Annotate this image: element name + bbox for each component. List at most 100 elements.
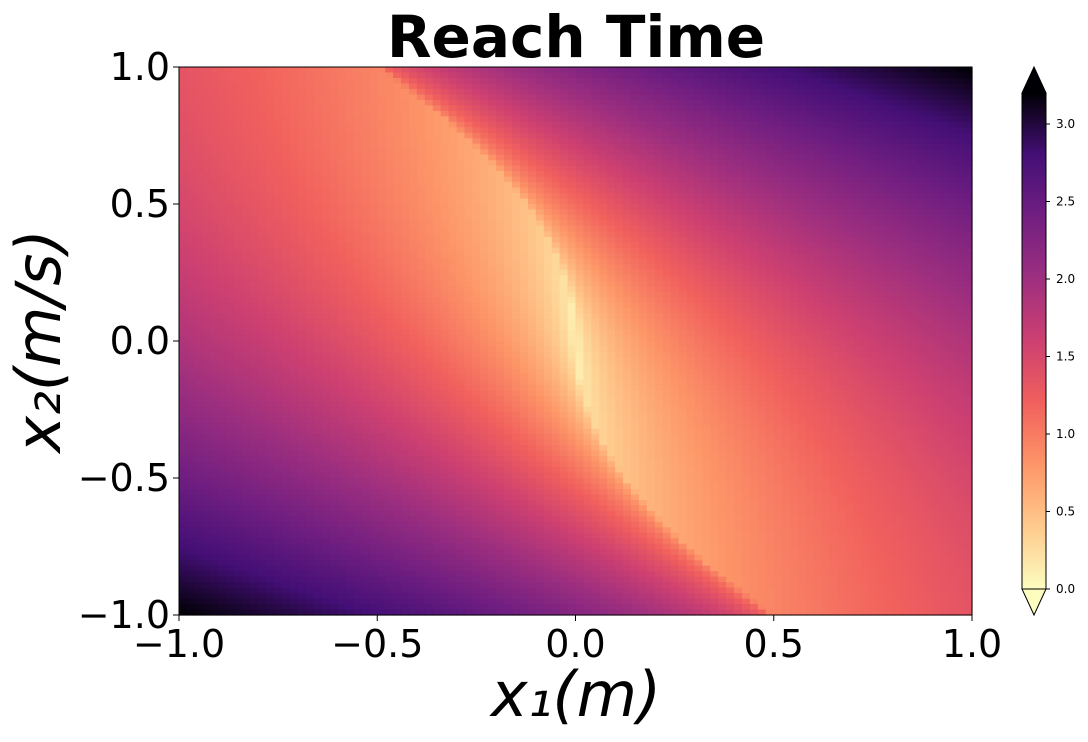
heatmap-cell bbox=[297, 324, 307, 331]
heatmap-cell bbox=[226, 269, 236, 276]
heatmap-cell bbox=[202, 242, 212, 249]
heatmap-cell bbox=[496, 390, 505, 397]
heatmap-cell bbox=[440, 313, 450, 320]
heatmap-cell bbox=[424, 423, 434, 430]
heatmap-cell bbox=[567, 456, 577, 463]
heatmap-cell bbox=[194, 77, 204, 85]
heatmap-cell bbox=[266, 483, 275, 490]
heatmap-cell bbox=[504, 77, 513, 85]
heatmap-cell bbox=[202, 193, 212, 200]
heatmap-cell bbox=[543, 280, 553, 287]
heatmap-cell bbox=[480, 434, 489, 441]
heatmap-cell bbox=[472, 204, 481, 211]
heatmap-cell bbox=[504, 269, 513, 276]
heatmap-cell bbox=[337, 105, 347, 112]
heatmap-cell bbox=[512, 483, 521, 490]
heatmap-cell bbox=[274, 330, 283, 337]
heatmap-cell bbox=[535, 384, 545, 391]
heatmap-cell bbox=[186, 313, 196, 320]
heatmap-cell bbox=[290, 72, 299, 79]
heatmap-cell bbox=[408, 488, 418, 496]
heatmap-cell bbox=[393, 609, 402, 616]
heatmap-cell bbox=[321, 554, 331, 561]
heatmap-cell bbox=[297, 450, 307, 457]
heatmap-cell bbox=[456, 236, 466, 243]
heatmap-cell bbox=[456, 423, 466, 430]
heatmap-cell bbox=[274, 565, 283, 572]
heatmap-cell bbox=[361, 434, 370, 441]
heatmap-cell bbox=[290, 560, 299, 567]
heatmap-cell bbox=[242, 527, 251, 534]
heatmap-cell bbox=[401, 472, 410, 479]
heatmap-cell bbox=[408, 565, 418, 572]
heatmap-cell bbox=[361, 319, 370, 326]
heatmap-cell bbox=[202, 302, 212, 309]
heatmap-cell bbox=[321, 225, 331, 232]
heatmap-cell bbox=[504, 335, 513, 342]
heatmap-cell bbox=[448, 313, 458, 320]
heatmap-cell bbox=[535, 505, 545, 512]
heatmap-cell bbox=[361, 467, 370, 474]
heatmap-cell bbox=[464, 499, 474, 506]
heatmap-cell bbox=[186, 467, 196, 474]
heatmap-cell bbox=[321, 434, 331, 441]
heatmap-cell bbox=[551, 582, 561, 589]
heatmap-cell bbox=[393, 576, 402, 583]
heatmap-cell bbox=[496, 516, 505, 523]
heatmap-cell bbox=[337, 297, 347, 304]
heatmap-cell bbox=[258, 275, 267, 282]
heatmap-cell bbox=[290, 434, 299, 441]
heatmap-cell bbox=[377, 88, 386, 95]
heatmap-cell bbox=[290, 127, 299, 134]
heatmap-cell bbox=[353, 143, 362, 150]
heatmap-cell bbox=[424, 193, 434, 200]
heatmap-cell bbox=[186, 220, 196, 227]
heatmap-cell bbox=[416, 324, 426, 331]
heatmap-cell bbox=[401, 105, 410, 112]
heatmap-cell bbox=[329, 319, 339, 326]
heatmap-cell bbox=[551, 395, 561, 402]
heatmap-cell bbox=[480, 94, 489, 101]
heatmap-cell bbox=[559, 346, 569, 353]
heatmap-cell bbox=[480, 335, 489, 342]
heatmap-cell bbox=[377, 143, 386, 150]
heatmap-cell bbox=[361, 253, 370, 260]
heatmap-cell bbox=[353, 521, 362, 528]
heatmap-cell bbox=[559, 423, 569, 430]
heatmap-cell bbox=[258, 384, 267, 391]
heatmap-cell bbox=[329, 467, 339, 474]
heatmap-cell bbox=[329, 209, 339, 216]
heatmap-cell bbox=[218, 549, 228, 556]
heatmap-cell bbox=[329, 154, 339, 161]
heatmap-cell bbox=[543, 390, 553, 397]
heatmap-cell bbox=[496, 297, 505, 304]
heatmap-cell bbox=[567, 434, 577, 441]
heatmap-cell bbox=[353, 395, 362, 402]
heatmap-cell bbox=[424, 593, 434, 600]
heatmap-cell bbox=[337, 560, 347, 567]
heatmap-cell bbox=[218, 110, 228, 117]
heatmap-cell bbox=[290, 231, 299, 238]
heatmap-cell bbox=[464, 116, 474, 123]
heatmap-cell bbox=[313, 149, 323, 156]
heatmap-cell bbox=[543, 286, 553, 293]
heatmap-cell bbox=[401, 373, 410, 380]
heatmap-cell bbox=[512, 532, 521, 539]
heatmap-cell bbox=[266, 72, 275, 79]
heatmap-cell bbox=[297, 242, 307, 249]
heatmap-cell bbox=[313, 499, 323, 506]
heatmap-cell bbox=[266, 88, 275, 95]
heatmap-cell bbox=[393, 83, 402, 90]
heatmap-cell bbox=[266, 472, 275, 479]
heatmap-cell bbox=[266, 138, 275, 145]
heatmap-cell bbox=[567, 582, 577, 589]
heatmap-cell bbox=[480, 319, 489, 326]
heatmap-cell bbox=[353, 510, 362, 517]
heatmap-cell bbox=[567, 357, 577, 364]
heatmap-cell bbox=[535, 171, 545, 178]
heatmap-cell bbox=[385, 313, 394, 320]
heatmap-cell bbox=[258, 308, 267, 315]
heatmap-cell bbox=[480, 373, 489, 380]
heatmap-cell bbox=[282, 105, 291, 112]
heatmap-cell bbox=[305, 149, 315, 156]
